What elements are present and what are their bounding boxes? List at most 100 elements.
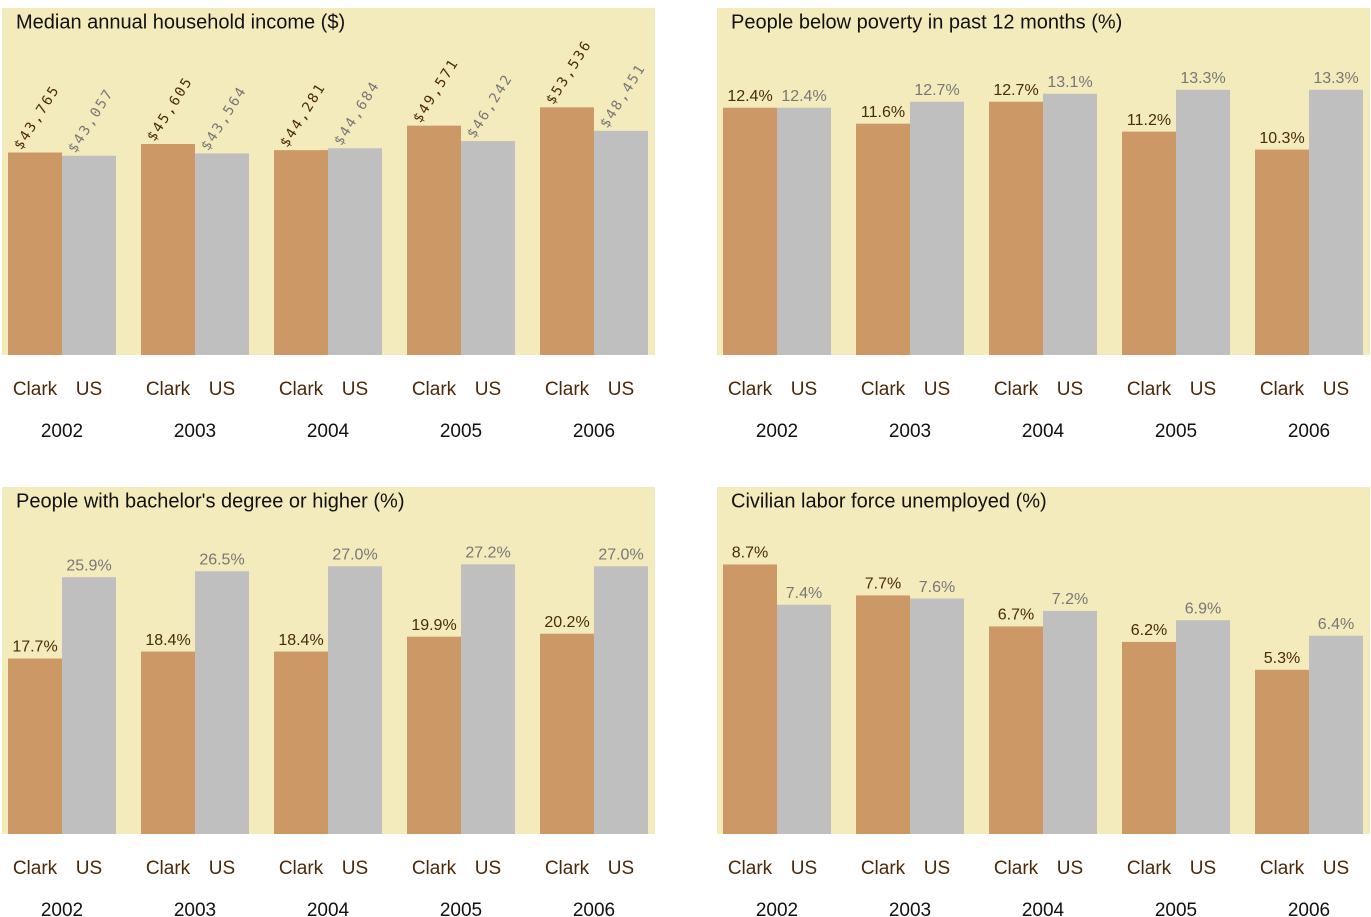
bar [1176, 620, 1230, 834]
series-label: Clark [279, 379, 324, 400]
series-label: Clark [861, 858, 906, 879]
series-label: Clark [728, 858, 773, 879]
year-label: 2004 [1022, 421, 1065, 442]
bar [328, 148, 382, 355]
series-label: Clark [1127, 379, 1172, 400]
series-label: US [608, 858, 634, 879]
value-label: 6.4% [1318, 616, 1354, 633]
year-label: 2004 [1022, 900, 1065, 917]
series-label: Clark [545, 379, 590, 400]
series-label: US [1190, 379, 1216, 400]
series-label: US [1323, 858, 1349, 879]
chart-title: Civilian labor force unemployed (%) [731, 490, 1047, 512]
year-label: 2004 [307, 421, 350, 442]
value-label: 26.5% [199, 551, 244, 568]
value-label: 27.0% [332, 547, 377, 564]
value-label: 7.6% [919, 579, 955, 596]
year-label: 2006 [1288, 421, 1330, 442]
value-label: 7.7% [865, 576, 901, 593]
year-label: 2003 [889, 421, 931, 442]
bar [777, 107, 831, 355]
bar [723, 107, 777, 355]
bar [989, 101, 1043, 355]
series-label: US [608, 379, 634, 400]
bar [62, 577, 116, 834]
bar [910, 101, 964, 355]
series-label: US [924, 379, 950, 400]
bar [777, 604, 831, 834]
bar [723, 564, 777, 834]
series-label: Clark [545, 858, 590, 879]
year-label: 2002 [756, 421, 798, 442]
year-label: 2005 [440, 900, 482, 917]
year-label: 2003 [174, 900, 216, 917]
bar [407, 636, 461, 834]
value-label: 5.3% [1264, 650, 1300, 667]
series-label: US [76, 858, 102, 879]
year-label: 2005 [1155, 421, 1197, 442]
year-label: 2003 [889, 900, 931, 917]
series-label: Clark [1260, 379, 1305, 400]
value-label: 27.0% [598, 547, 643, 564]
bar [1255, 149, 1309, 355]
value-label: 12.7% [914, 82, 959, 99]
value-label: 17.7% [12, 639, 57, 656]
series-label: US [76, 379, 102, 400]
year-label: 2006 [573, 421, 615, 442]
series-label: Clark [279, 858, 324, 879]
bar [540, 633, 594, 834]
series-label: US [791, 858, 817, 879]
series-label: Clark [994, 858, 1039, 879]
bar [8, 658, 62, 834]
value-label: 7.2% [1052, 591, 1088, 608]
value-label: 13.1% [1047, 74, 1092, 91]
series-label: US [924, 858, 950, 879]
bar [594, 130, 648, 355]
bar [1043, 93, 1097, 356]
bar [594, 566, 648, 834]
year-label: 2004 [307, 900, 350, 917]
bar [274, 651, 328, 834]
year-label: 2006 [573, 900, 615, 917]
bar [989, 626, 1043, 834]
bar [1255, 669, 1309, 834]
chart-title: People below poverty in past 12 months (… [731, 11, 1122, 33]
value-label: 25.9% [66, 557, 111, 574]
bar [461, 564, 515, 834]
series-label: US [1323, 379, 1349, 400]
value-label: 13.3% [1313, 70, 1358, 87]
value-label: 18.4% [278, 632, 323, 649]
value-label: 12.7% [993, 82, 1038, 99]
bar [1309, 635, 1363, 834]
series-label: US [209, 379, 235, 400]
chart-title: People with bachelor's degree or higher … [16, 490, 404, 512]
value-label: 19.9% [411, 617, 456, 634]
bar [1122, 641, 1176, 834]
series-label: Clark [861, 379, 906, 400]
series-label: Clark [1127, 858, 1172, 879]
series-label: US [342, 379, 368, 400]
chart-title: Median annual household income ($) [16, 11, 345, 33]
value-label: 13.3% [1180, 70, 1225, 87]
bar [1176, 89, 1230, 355]
value-label: 12.4% [727, 88, 772, 105]
value-label: 11.2% [1127, 112, 1171, 129]
series-label: Clark [412, 379, 457, 400]
series-label: US [1057, 379, 1083, 400]
series-label: US [342, 858, 368, 879]
series-label: US [475, 379, 501, 400]
value-label: 12.4% [781, 88, 826, 105]
year-label: 2002 [41, 421, 83, 442]
bar [1309, 89, 1363, 355]
series-label: Clark [146, 858, 191, 879]
value-label: 10.3% [1259, 130, 1304, 147]
year-label: 2003 [174, 421, 216, 442]
series-label: US [1057, 858, 1083, 879]
series-label: Clark [146, 379, 191, 400]
value-label: 8.7% [732, 545, 768, 562]
value-label: 18.4% [145, 632, 190, 649]
value-label: 11.6% [861, 104, 905, 121]
value-label: 20.2% [544, 614, 589, 631]
series-label: Clark [13, 858, 58, 879]
